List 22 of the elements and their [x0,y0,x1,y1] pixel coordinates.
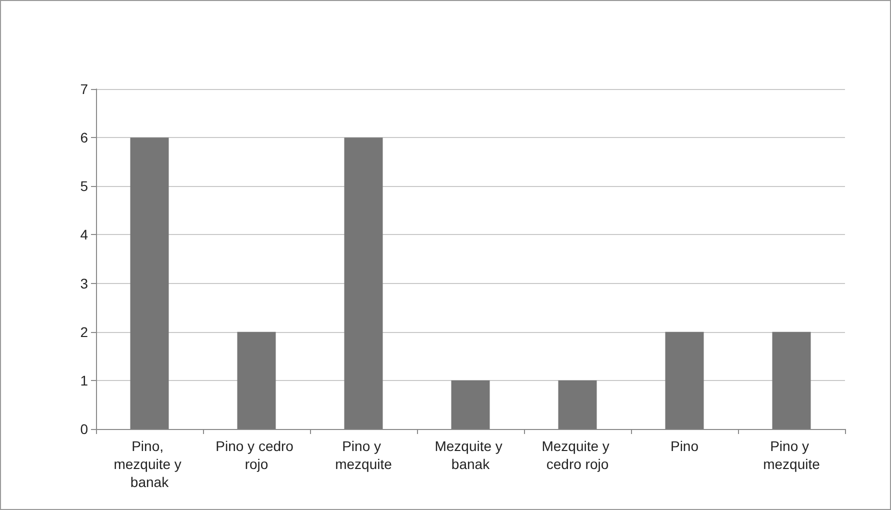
x-tick-label: Pino y cedro rojo [216,438,298,472]
y-tick-label: 4 [80,226,88,243]
y-tick-label: 5 [80,178,88,194]
bar [130,138,169,429]
x-tick-label: Pino [670,438,699,454]
x-tick-label: Pino y mezquite [335,438,392,472]
y-tick-label: 3 [80,275,88,292]
bar [344,138,383,429]
x-tick-label: Pino, mezquite y banak [114,438,186,490]
x-tick-label: Mezquite y banak [434,438,506,472]
x-tick-label: Mezquite y cedro rojo [542,438,614,472]
bar [772,332,811,429]
y-tick-label: 7 [80,81,88,97]
bar [237,332,276,429]
x-tick-label: Pino y mezquite [763,438,820,472]
y-tick-label: 6 [80,130,88,146]
y-tick-label: 2 [80,324,88,340]
y-tick-label: 0 [80,421,88,437]
bar [451,380,490,429]
y-tick-label: 1 [80,372,88,388]
bar [558,380,597,429]
bar [665,332,704,429]
